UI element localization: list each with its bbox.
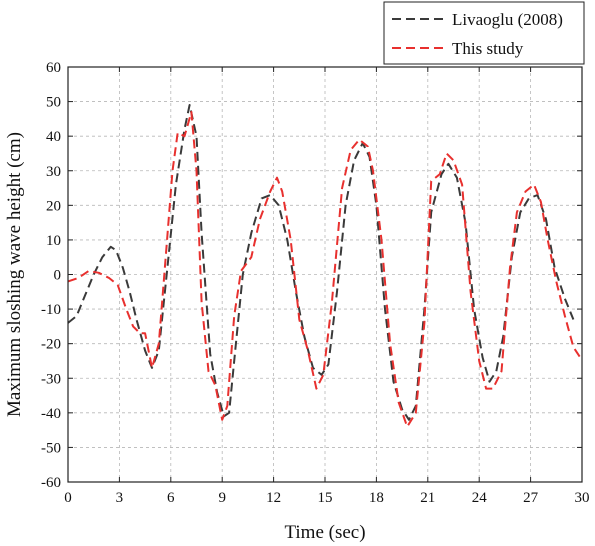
- series-line-this-study: [67, 111, 582, 428]
- legend-label-livaoglu: Livaoglu (2008): [452, 10, 563, 29]
- y-tick-label: 0: [54, 268, 62, 284]
- legend-box: [383, 1, 585, 65]
- x-tick-label: 3: [116, 490, 124, 506]
- legend-label-this-study: This study: [452, 39, 524, 58]
- legend: Livaoglu (2008) This study: [383, 1, 585, 65]
- x-tick-label: 18: [369, 490, 384, 506]
- y-tick-label: -10: [41, 302, 61, 318]
- y-tick-label: -50: [41, 440, 61, 456]
- y-axis-label: Maximum sloshing wave height (cm): [4, 132, 25, 417]
- y-tick-label: 50: [46, 95, 61, 111]
- axes: 0 3 6 9 12 15 18 21 24 27 30 -60 -50 -40 -30 -20 -10 0 10 2…: [41, 60, 590, 506]
- x-tick-label: 15: [318, 490, 333, 506]
- x-tick-label: 12: [266, 490, 281, 506]
- series-layer: [67, 104, 582, 428]
- y-tick-label: 30: [46, 164, 61, 180]
- x-tick-label: 9: [218, 490, 226, 506]
- y-tick-label: -20: [41, 337, 61, 353]
- y-tick-label: -40: [41, 406, 61, 422]
- x-tick-label: 30: [575, 490, 590, 506]
- y-tick-label: -30: [41, 371, 61, 387]
- y-tick-label: 10: [46, 233, 61, 249]
- y-tick-label: -60: [41, 475, 61, 491]
- series-line-livaoglu-2008: [67, 104, 575, 421]
- x-tick-label: 27: [523, 490, 539, 506]
- x-tick-label: 24: [472, 490, 488, 506]
- y-tick-label: 60: [46, 60, 61, 76]
- x-tick-label: 0: [64, 490, 72, 506]
- y-tick-label: 40: [46, 129, 61, 145]
- x-tick-label: 6: [167, 490, 175, 506]
- y-tick-label: 20: [46, 198, 61, 214]
- x-tick-label: 21: [420, 490, 435, 506]
- x-axis-label: Time (sec): [284, 522, 365, 543]
- grid-lines: [68, 67, 582, 482]
